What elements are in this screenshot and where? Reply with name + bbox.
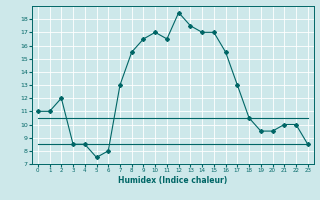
X-axis label: Humidex (Indice chaleur): Humidex (Indice chaleur) xyxy=(118,176,228,185)
